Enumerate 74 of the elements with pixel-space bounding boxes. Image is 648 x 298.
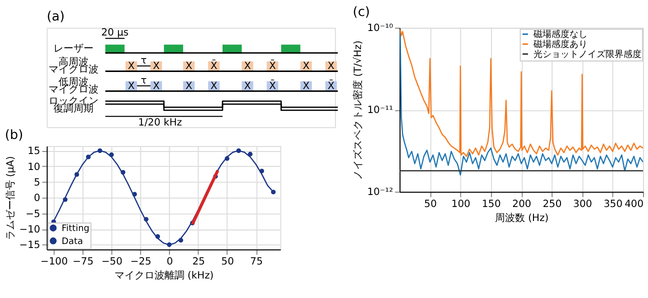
x-tick-label: 350: [604, 199, 623, 210]
x-tick-label: 400: [624, 199, 644, 210]
point: [236, 148, 241, 154]
x-tick-label: −25: [130, 256, 152, 268]
point: [98, 148, 102, 154]
y-axis-title: ラムゼー信号 (μA): [4, 156, 16, 240]
y-tick-label: 10: [28, 162, 40, 173]
chart-title: (b): [4, 128, 24, 143]
point: [248, 152, 253, 156]
point: [271, 190, 276, 194]
text: X̄: [269, 59, 276, 72]
x-tick-label: 50: [424, 199, 437, 210]
x-tick-label: −50: [101, 256, 122, 268]
text: レーザー: [54, 43, 94, 54]
chart-title: (c): [352, 4, 370, 20]
legend-label: Fitting: [62, 224, 90, 234]
x-tick-label: 300: [573, 199, 592, 210]
text: X̄: [210, 59, 218, 72]
x-tick-label: −100: [40, 256, 68, 268]
point: [178, 238, 184, 243]
text: X: [244, 80, 252, 92]
text: X: [185, 60, 192, 72]
y-tick-label: 10⁻¹⁰: [367, 23, 394, 34]
x-tick-label: 100: [451, 199, 470, 210]
x-tick-label: −75: [72, 256, 94, 268]
point: [166, 242, 172, 247]
x-tick-label: 50: [221, 256, 234, 268]
point: [86, 154, 91, 160]
text: X: [185, 80, 192, 92]
y-tick-label: −15: [19, 240, 40, 252]
text: X: [152, 60, 160, 72]
text: X: [244, 60, 252, 72]
x-tick-label: 25: [192, 256, 205, 268]
point: [224, 156, 230, 161]
point: [120, 170, 126, 175]
text: X: [128, 80, 135, 92]
point: [259, 168, 264, 174]
point: [62, 197, 68, 202]
text: X̄: [328, 78, 335, 92]
x-tick-label: 250: [542, 199, 562, 210]
text: X: [210, 80, 218, 92]
text: X: [128, 60, 135, 72]
x-tick-label: 75: [250, 256, 263, 268]
text: τ: [140, 75, 147, 86]
text: X: [302, 80, 310, 92]
legend-label: 光ショットノイズ限界感度: [534, 49, 642, 60]
y-axis-title: ノイズスペクトル密度 (T/√Hz): [352, 40, 364, 180]
y-tick-label: 15: [28, 146, 40, 158]
x-axis-title: 周波数 (Hz): [494, 212, 549, 224]
text: X: [328, 60, 335, 72]
text: X̄: [269, 78, 276, 92]
y-tick-label: −5: [26, 208, 40, 220]
y-tick-label: 5: [34, 177, 40, 188]
x-tick-label: 200: [512, 199, 532, 210]
point: [109, 152, 114, 158]
y-tick-label: 10⁻¹¹: [367, 105, 394, 116]
point: [155, 234, 160, 239]
point: [74, 172, 80, 177]
x-axis-title: マイクロ波離調 (kHz): [114, 270, 214, 282]
legend-label: 磁場感度あり: [532, 39, 588, 50]
text: τ: [140, 56, 147, 67]
text: (a): [46, 9, 65, 24]
point: [132, 192, 137, 197]
point: [144, 216, 148, 222]
text: X: [302, 60, 310, 72]
legend-label: 磁場感度なし: [532, 29, 588, 40]
y-tick-label: 10⁻¹²: [367, 187, 394, 198]
text: 20 μs: [101, 27, 129, 38]
y-tick-label: −10: [19, 224, 40, 236]
x-tick-label: 150: [482, 199, 501, 210]
text: X: [152, 80, 160, 92]
x-tick-label: 0: [166, 256, 173, 268]
text: 1/20 kHz: [138, 117, 182, 128]
legend-label: Data: [62, 236, 83, 247]
